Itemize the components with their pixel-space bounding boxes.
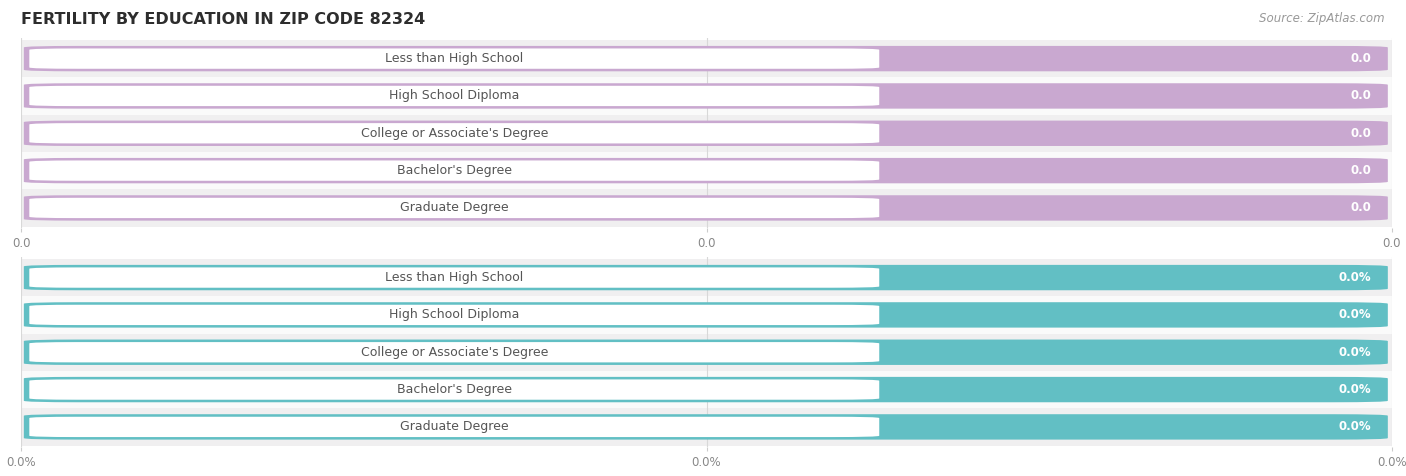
Text: Bachelor's Degree: Bachelor's Degree	[396, 383, 512, 396]
FancyBboxPatch shape	[30, 198, 879, 218]
FancyBboxPatch shape	[30, 160, 879, 181]
Text: High School Diploma: High School Diploma	[389, 89, 519, 102]
Bar	[21, 296, 1392, 334]
Text: 0.0%: 0.0%	[1339, 420, 1371, 434]
Text: 0.0: 0.0	[1351, 164, 1371, 177]
Text: FERTILITY BY EDUCATION IN ZIP CODE 82324: FERTILITY BY EDUCATION IN ZIP CODE 82324	[21, 12, 426, 27]
FancyBboxPatch shape	[24, 265, 1388, 290]
FancyBboxPatch shape	[24, 120, 1388, 146]
Bar	[21, 189, 1392, 227]
FancyBboxPatch shape	[30, 342, 879, 362]
FancyBboxPatch shape	[24, 195, 1388, 221]
Text: 0.0%: 0.0%	[1339, 346, 1371, 359]
Text: 0.0: 0.0	[1351, 127, 1371, 140]
Text: Less than High School: Less than High School	[385, 271, 523, 284]
Text: 0.0%: 0.0%	[1339, 308, 1371, 321]
FancyBboxPatch shape	[30, 268, 879, 288]
Text: 0.0: 0.0	[1351, 52, 1371, 65]
FancyBboxPatch shape	[30, 123, 879, 143]
FancyBboxPatch shape	[24, 83, 1388, 109]
Bar	[21, 259, 1392, 296]
Text: Graduate Degree: Graduate Degree	[399, 201, 509, 215]
Text: 0.0: 0.0	[1351, 201, 1371, 215]
FancyBboxPatch shape	[30, 49, 879, 69]
Text: 0.0%: 0.0%	[1339, 383, 1371, 396]
Text: 0.0%: 0.0%	[1339, 271, 1371, 284]
Bar	[21, 334, 1392, 371]
FancyBboxPatch shape	[24, 339, 1388, 365]
FancyBboxPatch shape	[30, 379, 879, 400]
FancyBboxPatch shape	[30, 305, 879, 325]
Bar	[21, 77, 1392, 115]
Bar	[21, 40, 1392, 77]
Bar	[21, 115, 1392, 152]
Bar	[21, 152, 1392, 189]
Text: Graduate Degree: Graduate Degree	[399, 420, 509, 434]
FancyBboxPatch shape	[24, 302, 1388, 327]
FancyBboxPatch shape	[30, 86, 879, 106]
Bar	[21, 371, 1392, 408]
Text: High School Diploma: High School Diploma	[389, 308, 519, 321]
Text: Source: ZipAtlas.com: Source: ZipAtlas.com	[1260, 12, 1385, 25]
FancyBboxPatch shape	[30, 417, 879, 437]
Text: College or Associate's Degree: College or Associate's Degree	[360, 346, 548, 359]
Text: Bachelor's Degree: Bachelor's Degree	[396, 164, 512, 177]
FancyBboxPatch shape	[24, 414, 1388, 440]
Text: Less than High School: Less than High School	[385, 52, 523, 65]
Text: College or Associate's Degree: College or Associate's Degree	[360, 127, 548, 140]
FancyBboxPatch shape	[24, 377, 1388, 402]
FancyBboxPatch shape	[24, 46, 1388, 71]
FancyBboxPatch shape	[24, 158, 1388, 183]
Bar	[21, 408, 1392, 446]
Text: 0.0: 0.0	[1351, 89, 1371, 102]
